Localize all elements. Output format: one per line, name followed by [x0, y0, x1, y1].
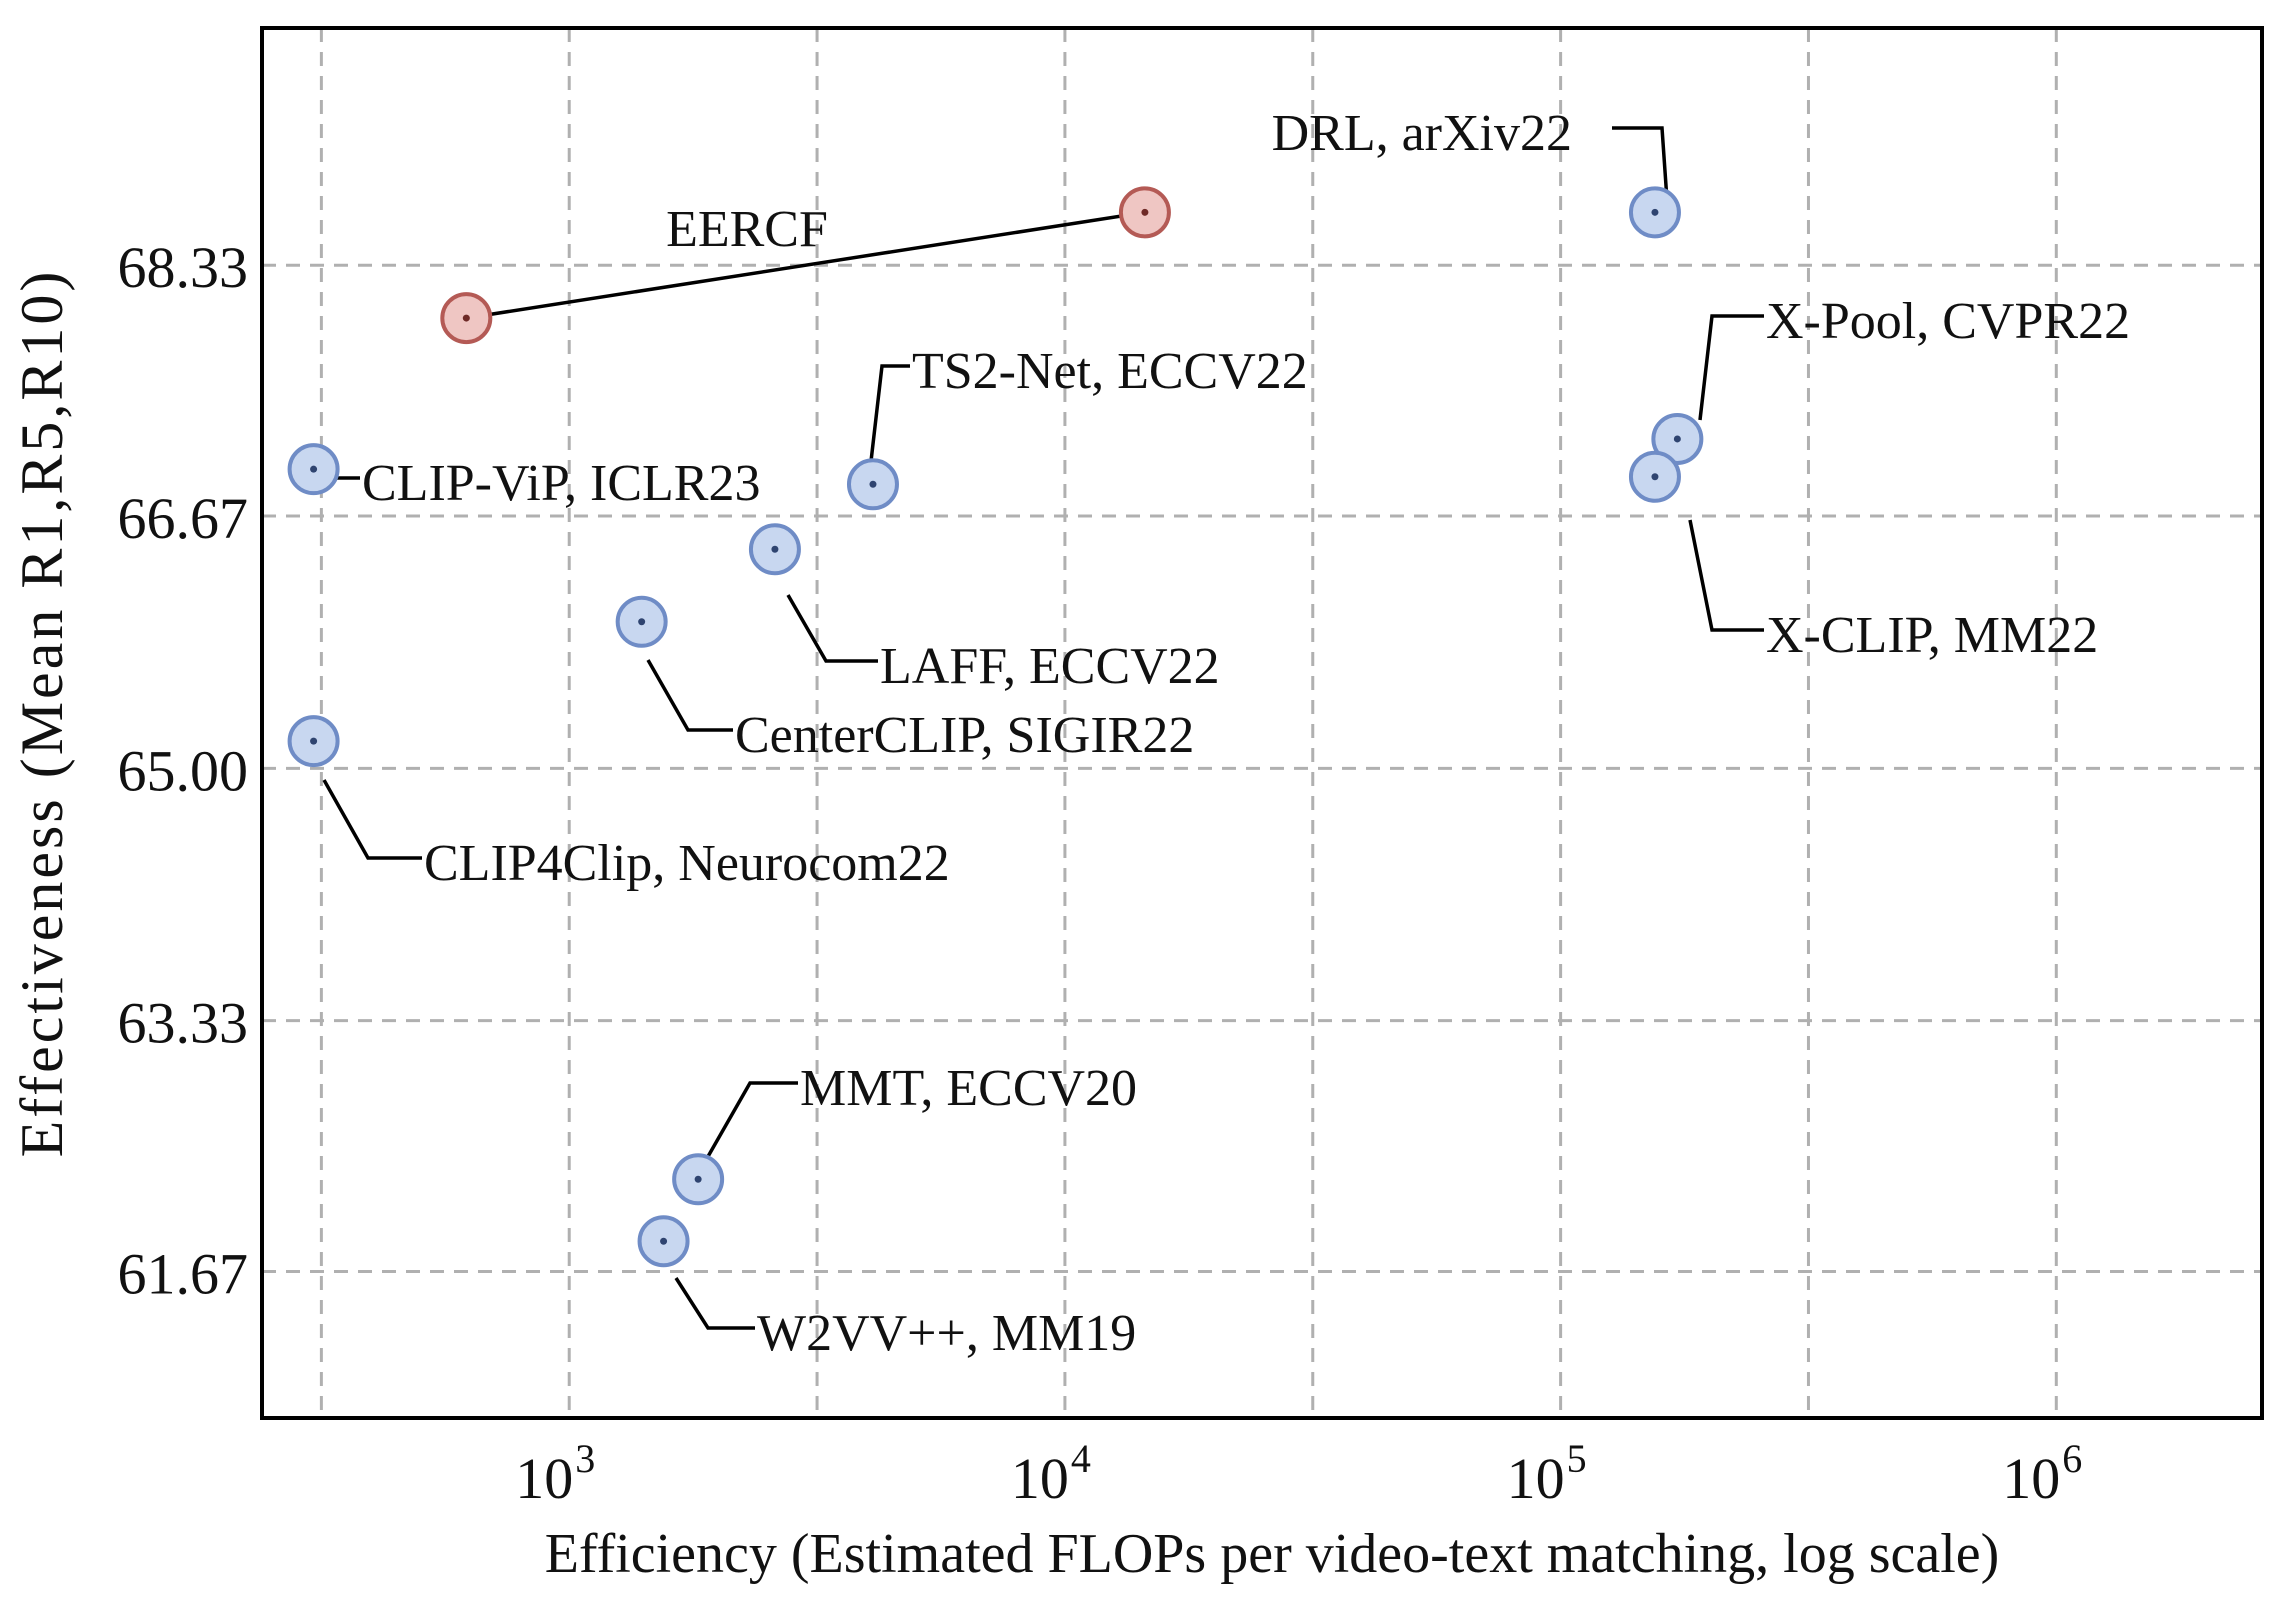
point-label: W2VV++, MM19: [757, 1305, 1136, 1362]
y-tick-label: 63.33: [118, 991, 249, 1056]
leader-line: [674, 1277, 755, 1330]
leader-line: [646, 659, 733, 732]
x-tick-label: 104: [1011, 1436, 1091, 1511]
point-center-dot: [638, 618, 646, 626]
point-center-dot: [310, 737, 318, 745]
point-center-dot: [1141, 208, 1149, 216]
leader-line: [868, 364, 910, 471]
point-center-dot: [869, 480, 877, 488]
point-center-dot: [694, 1175, 702, 1183]
point-center-dot: [1651, 208, 1659, 216]
point-center-dot: [462, 314, 470, 322]
leader-line: [1688, 519, 1764, 632]
data-points: [287, 186, 1704, 1268]
point-label: X-Pool, CVPR22: [1766, 293, 2130, 350]
y-tick-label: 68.33: [118, 235, 249, 300]
point-labels: EERCF DRL, arXiv22 X-Pool, CVPR22 X-CLIP, M…: [362, 105, 2130, 1362]
y-tick-label: 66.67: [118, 486, 249, 551]
leader-line: [1698, 314, 1764, 421]
y-axis-label: Effectiveness (Mean R1,R5,R10): [9, 269, 75, 1158]
leader-line: [322, 779, 422, 860]
x-axis-label: Efficiency (Estimated FLOPs per video-te…: [545, 1523, 2000, 1585]
connection-line: [466, 210, 1146, 320]
leader-line: [786, 594, 878, 663]
grid: [262, 28, 2262, 1418]
point-label: TS2-Net, ECCV22: [912, 343, 1308, 400]
point-center-dot: [1673, 435, 1681, 443]
leader-line: [704, 1081, 798, 1161]
x-tick-label: 103: [515, 1436, 595, 1511]
point-label: LAFF, ECCV22: [880, 638, 1220, 695]
plot-frame: [260, 26, 2264, 1420]
x-tick-label: 106: [2002, 1436, 2082, 1511]
point-center-dot: [660, 1237, 668, 1245]
point-label: DRL, arXiv22: [1272, 105, 1572, 162]
leader-line: [1612, 126, 1669, 201]
connection-label: EERCF: [666, 201, 828, 258]
point-label: X-CLIP, MM22: [1766, 607, 2098, 664]
y-tick-label: 65.00: [118, 738, 249, 803]
point-center-dot: [771, 545, 779, 553]
x-tick-label: 105: [1507, 1436, 1587, 1511]
point-label: CLIP-ViP, ICLR23: [362, 455, 760, 512]
point-center-dot: [310, 465, 318, 473]
axis-ticks: 61.67 63.33 65.00 66.67 68.33 103 104 105 106: [118, 235, 2083, 1511]
point-label: CenterCLIP, SIGIR22: [735, 707, 1194, 764]
y-tick-label: 61.67: [118, 1241, 249, 1306]
point-center-dot: [1651, 473, 1659, 481]
point-label: MMT, ECCV20: [800, 1060, 1137, 1117]
leader-lines: [322, 126, 1764, 1330]
point-label: CLIP4Clip, Neurocom22: [424, 835, 950, 892]
